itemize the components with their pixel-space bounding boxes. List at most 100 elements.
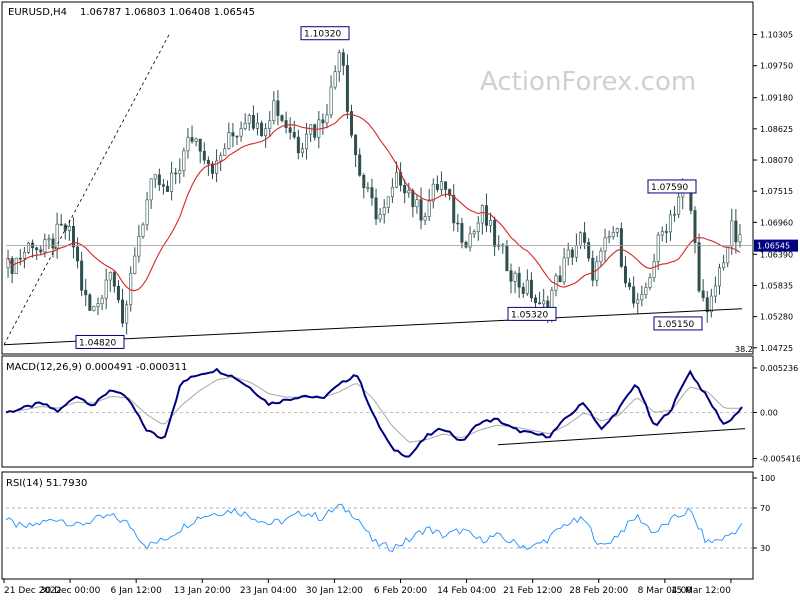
candle-body <box>476 222 480 232</box>
price-tick-label: 1.06960 <box>760 218 793 227</box>
annotation-1.05150: 1.05150 <box>653 316 703 331</box>
rsi-tick-label: 30 <box>760 544 770 553</box>
candle-body <box>722 262 726 269</box>
candle-body <box>603 237 607 252</box>
candle-body <box>390 186 394 198</box>
candle-body <box>251 115 255 129</box>
macd-panel-frame <box>1 355 754 468</box>
candle-body <box>607 236 611 239</box>
price-header: EURUSD,H4 1.06787 1.06803 1.06408 1.0654… <box>8 7 255 18</box>
candle-body <box>67 225 71 231</box>
candle-body <box>288 127 292 133</box>
macd-tick-label: 0.005236 <box>760 364 798 373</box>
candle-body <box>689 191 693 211</box>
candle-body <box>439 181 443 190</box>
candle-body <box>738 234 742 243</box>
candle-body <box>255 122 259 129</box>
candle-body <box>39 249 43 253</box>
candle-body <box>701 290 705 299</box>
candle-body <box>354 134 358 156</box>
rsi-tick-label: 100 <box>760 474 775 483</box>
current-price-label: 1.06545 <box>757 242 790 251</box>
macd-title: MACD(12,26,9) 0.000491 -0.000311 <box>6 362 187 373</box>
candle-body <box>435 183 439 190</box>
candle-body <box>296 136 300 154</box>
candle-body <box>619 228 623 267</box>
candle-body <box>521 286 525 294</box>
candle-body <box>509 270 513 282</box>
x-tick-label: 15 Mar 12:00 <box>671 586 731 596</box>
candle-body <box>137 236 141 257</box>
candle-body <box>104 279 108 299</box>
x-tick-label: 21 Feb 12:00 <box>503 586 562 596</box>
candle-body <box>313 124 317 138</box>
candle-body <box>542 300 546 305</box>
candle-body <box>243 122 247 129</box>
macd-line <box>5 367 743 458</box>
x-tick-label: 14 Feb 04:00 <box>437 586 496 596</box>
candle-body <box>170 172 174 192</box>
candle-body <box>574 245 578 258</box>
price-tick-label: 1.08070 <box>760 156 793 165</box>
macd-lines <box>5 367 753 458</box>
candle-body <box>341 52 345 66</box>
candle-body <box>100 297 104 304</box>
candle-body <box>452 195 456 224</box>
candle-body <box>84 289 88 296</box>
price-tick-label: 1.05280 <box>760 313 793 322</box>
candle-body <box>80 260 84 291</box>
candle-body <box>88 294 92 311</box>
price-tick-label: 1.10305 <box>760 31 793 40</box>
candle-body <box>693 210 697 243</box>
macd-tick-label: 0.00 <box>760 408 778 417</box>
candle-body <box>190 137 194 142</box>
price-tick-label: 1.09180 <box>760 94 793 103</box>
annotation-box <box>507 306 557 321</box>
candle-body <box>460 223 464 243</box>
candle-body <box>186 137 190 152</box>
candle-body <box>157 174 161 185</box>
candle-body <box>116 285 120 301</box>
candle-body <box>141 224 145 237</box>
macd-trendline <box>497 428 746 446</box>
candle-body <box>92 306 96 311</box>
candle-body <box>623 266 627 284</box>
candle-body <box>718 267 722 287</box>
annotation-label: 1.05320 <box>511 310 548 320</box>
candle-body <box>407 190 411 194</box>
candle-body <box>280 115 284 121</box>
candle-body <box>472 231 476 235</box>
price-tick-label: 1.07515 <box>760 187 793 196</box>
ohlc-label: 1.06787 1.06803 1.06408 1.06545 <box>80 7 255 18</box>
fib-label: 38.2 <box>735 345 753 354</box>
candle-body <box>112 272 116 287</box>
annotation-box <box>75 334 125 349</box>
candle-body <box>145 199 149 226</box>
candle-body <box>206 159 210 165</box>
candle-body <box>18 257 22 260</box>
candle-body <box>632 286 636 304</box>
price-tick-label: 1.06390 <box>760 250 793 259</box>
candle-body <box>730 220 734 247</box>
candle-body <box>664 231 668 233</box>
dashed-uptrend <box>3 33 170 345</box>
current-price-box <box>754 239 798 252</box>
candle-body <box>587 242 591 259</box>
candle-body <box>456 222 460 225</box>
candle-body <box>358 154 362 176</box>
candle-body <box>309 124 313 135</box>
candle-body <box>648 277 652 288</box>
candle-body <box>284 120 288 129</box>
candle-body <box>423 216 427 221</box>
candle-body <box>125 304 129 324</box>
candle-body <box>174 172 178 175</box>
candle-body <box>178 170 182 174</box>
price-panel-frame <box>1 1 754 355</box>
candle-body <box>583 232 587 243</box>
price-tick-label: 1.05835 <box>760 281 793 290</box>
candle-body <box>305 133 309 150</box>
candle-body <box>149 178 153 201</box>
candle-body <box>644 287 648 295</box>
